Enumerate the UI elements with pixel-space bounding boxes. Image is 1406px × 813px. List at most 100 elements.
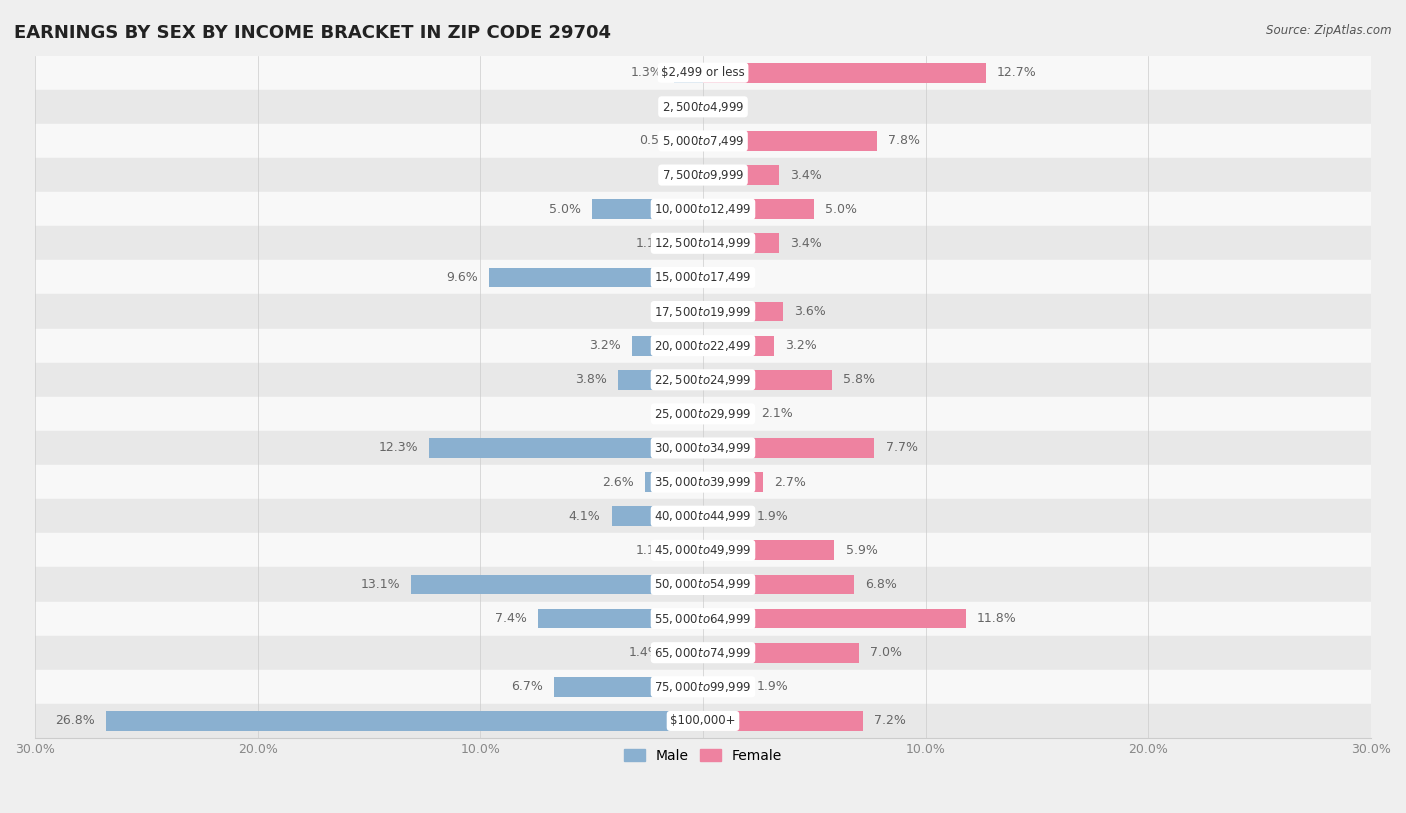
Bar: [538, 609, 703, 628]
Text: 3.4%: 3.4%: [790, 168, 821, 181]
Bar: [35, 158, 1371, 192]
Bar: [645, 472, 703, 492]
Text: $45,000 to $49,999: $45,000 to $49,999: [654, 543, 752, 558]
Text: 5.0%: 5.0%: [548, 202, 581, 215]
Bar: [703, 711, 863, 731]
Bar: [35, 636, 1371, 670]
Text: 12.7%: 12.7%: [997, 66, 1036, 79]
Bar: [703, 302, 783, 321]
Bar: [679, 233, 703, 253]
Bar: [35, 704, 1371, 738]
Text: $100,000+: $100,000+: [671, 715, 735, 728]
Text: 1.4%: 1.4%: [628, 646, 661, 659]
Text: 7.4%: 7.4%: [495, 612, 527, 625]
Text: 11.8%: 11.8%: [977, 612, 1017, 625]
Bar: [703, 165, 779, 185]
Bar: [35, 363, 1371, 397]
Bar: [35, 499, 1371, 533]
Bar: [35, 89, 1371, 124]
Text: 0.0%: 0.0%: [659, 305, 692, 318]
Bar: [679, 541, 703, 560]
Bar: [35, 431, 1371, 465]
Text: 1.1%: 1.1%: [636, 544, 668, 557]
Bar: [703, 506, 745, 526]
Bar: [35, 294, 1371, 328]
Bar: [35, 602, 1371, 636]
Bar: [35, 55, 1371, 89]
Text: $50,000 to $54,999: $50,000 to $54,999: [654, 577, 752, 592]
Legend: Male, Female: Male, Female: [619, 743, 787, 768]
Text: $75,000 to $99,999: $75,000 to $99,999: [654, 680, 752, 693]
Bar: [612, 506, 703, 526]
Bar: [429, 438, 703, 458]
Bar: [107, 711, 703, 731]
Bar: [703, 438, 875, 458]
Text: $2,499 or less: $2,499 or less: [661, 66, 745, 79]
Text: $12,500 to $14,999: $12,500 to $14,999: [654, 237, 752, 250]
Bar: [489, 267, 703, 287]
Text: $65,000 to $74,999: $65,000 to $74,999: [654, 646, 752, 659]
Text: Source: ZipAtlas.com: Source: ZipAtlas.com: [1267, 24, 1392, 37]
Text: 3.2%: 3.2%: [589, 339, 620, 352]
Bar: [703, 609, 966, 628]
Text: $25,000 to $29,999: $25,000 to $29,999: [654, 406, 752, 421]
Text: $5,000 to $7,499: $5,000 to $7,499: [662, 134, 744, 148]
Text: 6.8%: 6.8%: [866, 578, 897, 591]
Bar: [690, 131, 703, 151]
Text: $55,000 to $64,999: $55,000 to $64,999: [654, 611, 752, 625]
Bar: [703, 677, 745, 697]
Bar: [35, 533, 1371, 567]
Text: $40,000 to $44,999: $40,000 to $44,999: [654, 509, 752, 524]
Bar: [673, 63, 703, 83]
Bar: [703, 404, 749, 424]
Bar: [703, 131, 877, 151]
Text: 3.6%: 3.6%: [794, 305, 827, 318]
Text: 0.0%: 0.0%: [714, 100, 747, 113]
Text: 12.3%: 12.3%: [378, 441, 418, 454]
Bar: [703, 370, 832, 389]
Bar: [35, 670, 1371, 704]
Text: $20,000 to $22,499: $20,000 to $22,499: [654, 339, 752, 353]
Text: $30,000 to $34,999: $30,000 to $34,999: [654, 441, 752, 455]
Text: 13.1%: 13.1%: [360, 578, 401, 591]
Text: 3.2%: 3.2%: [786, 339, 817, 352]
Text: 2.1%: 2.1%: [761, 407, 793, 420]
Text: $17,500 to $19,999: $17,500 to $19,999: [654, 305, 752, 319]
Text: $35,000 to $39,999: $35,000 to $39,999: [654, 475, 752, 489]
Text: 7.0%: 7.0%: [870, 646, 903, 659]
Text: 1.9%: 1.9%: [756, 680, 789, 693]
Text: 3.8%: 3.8%: [575, 373, 607, 386]
Text: $7,500 to $9,999: $7,500 to $9,999: [662, 168, 744, 182]
Text: 1.3%: 1.3%: [631, 66, 662, 79]
Bar: [35, 328, 1371, 363]
Bar: [35, 260, 1371, 294]
Bar: [35, 124, 1371, 158]
Text: 0.59%: 0.59%: [638, 134, 679, 147]
Bar: [703, 472, 763, 492]
Bar: [703, 63, 986, 83]
Bar: [703, 575, 855, 594]
Text: 6.7%: 6.7%: [510, 680, 543, 693]
Text: $15,000 to $17,499: $15,000 to $17,499: [654, 271, 752, 285]
Text: 0.0%: 0.0%: [659, 407, 692, 420]
Text: $2,500 to $4,999: $2,500 to $4,999: [662, 100, 744, 114]
Text: $10,000 to $12,499: $10,000 to $12,499: [654, 202, 752, 216]
Bar: [703, 336, 775, 355]
Text: 7.2%: 7.2%: [875, 715, 907, 728]
Text: $22,500 to $24,999: $22,500 to $24,999: [654, 373, 752, 387]
Text: 7.7%: 7.7%: [886, 441, 918, 454]
Bar: [703, 643, 859, 663]
Bar: [703, 199, 814, 219]
Bar: [703, 541, 834, 560]
Text: 26.8%: 26.8%: [55, 715, 96, 728]
Bar: [35, 192, 1371, 226]
Text: 0.0%: 0.0%: [659, 168, 692, 181]
Bar: [703, 233, 779, 253]
Text: 1.1%: 1.1%: [636, 237, 668, 250]
Bar: [35, 226, 1371, 260]
Bar: [35, 465, 1371, 499]
Bar: [672, 643, 703, 663]
Text: EARNINGS BY SEX BY INCOME BRACKET IN ZIP CODE 29704: EARNINGS BY SEX BY INCOME BRACKET IN ZIP…: [14, 24, 612, 42]
Bar: [554, 677, 703, 697]
Text: 3.4%: 3.4%: [790, 237, 821, 250]
